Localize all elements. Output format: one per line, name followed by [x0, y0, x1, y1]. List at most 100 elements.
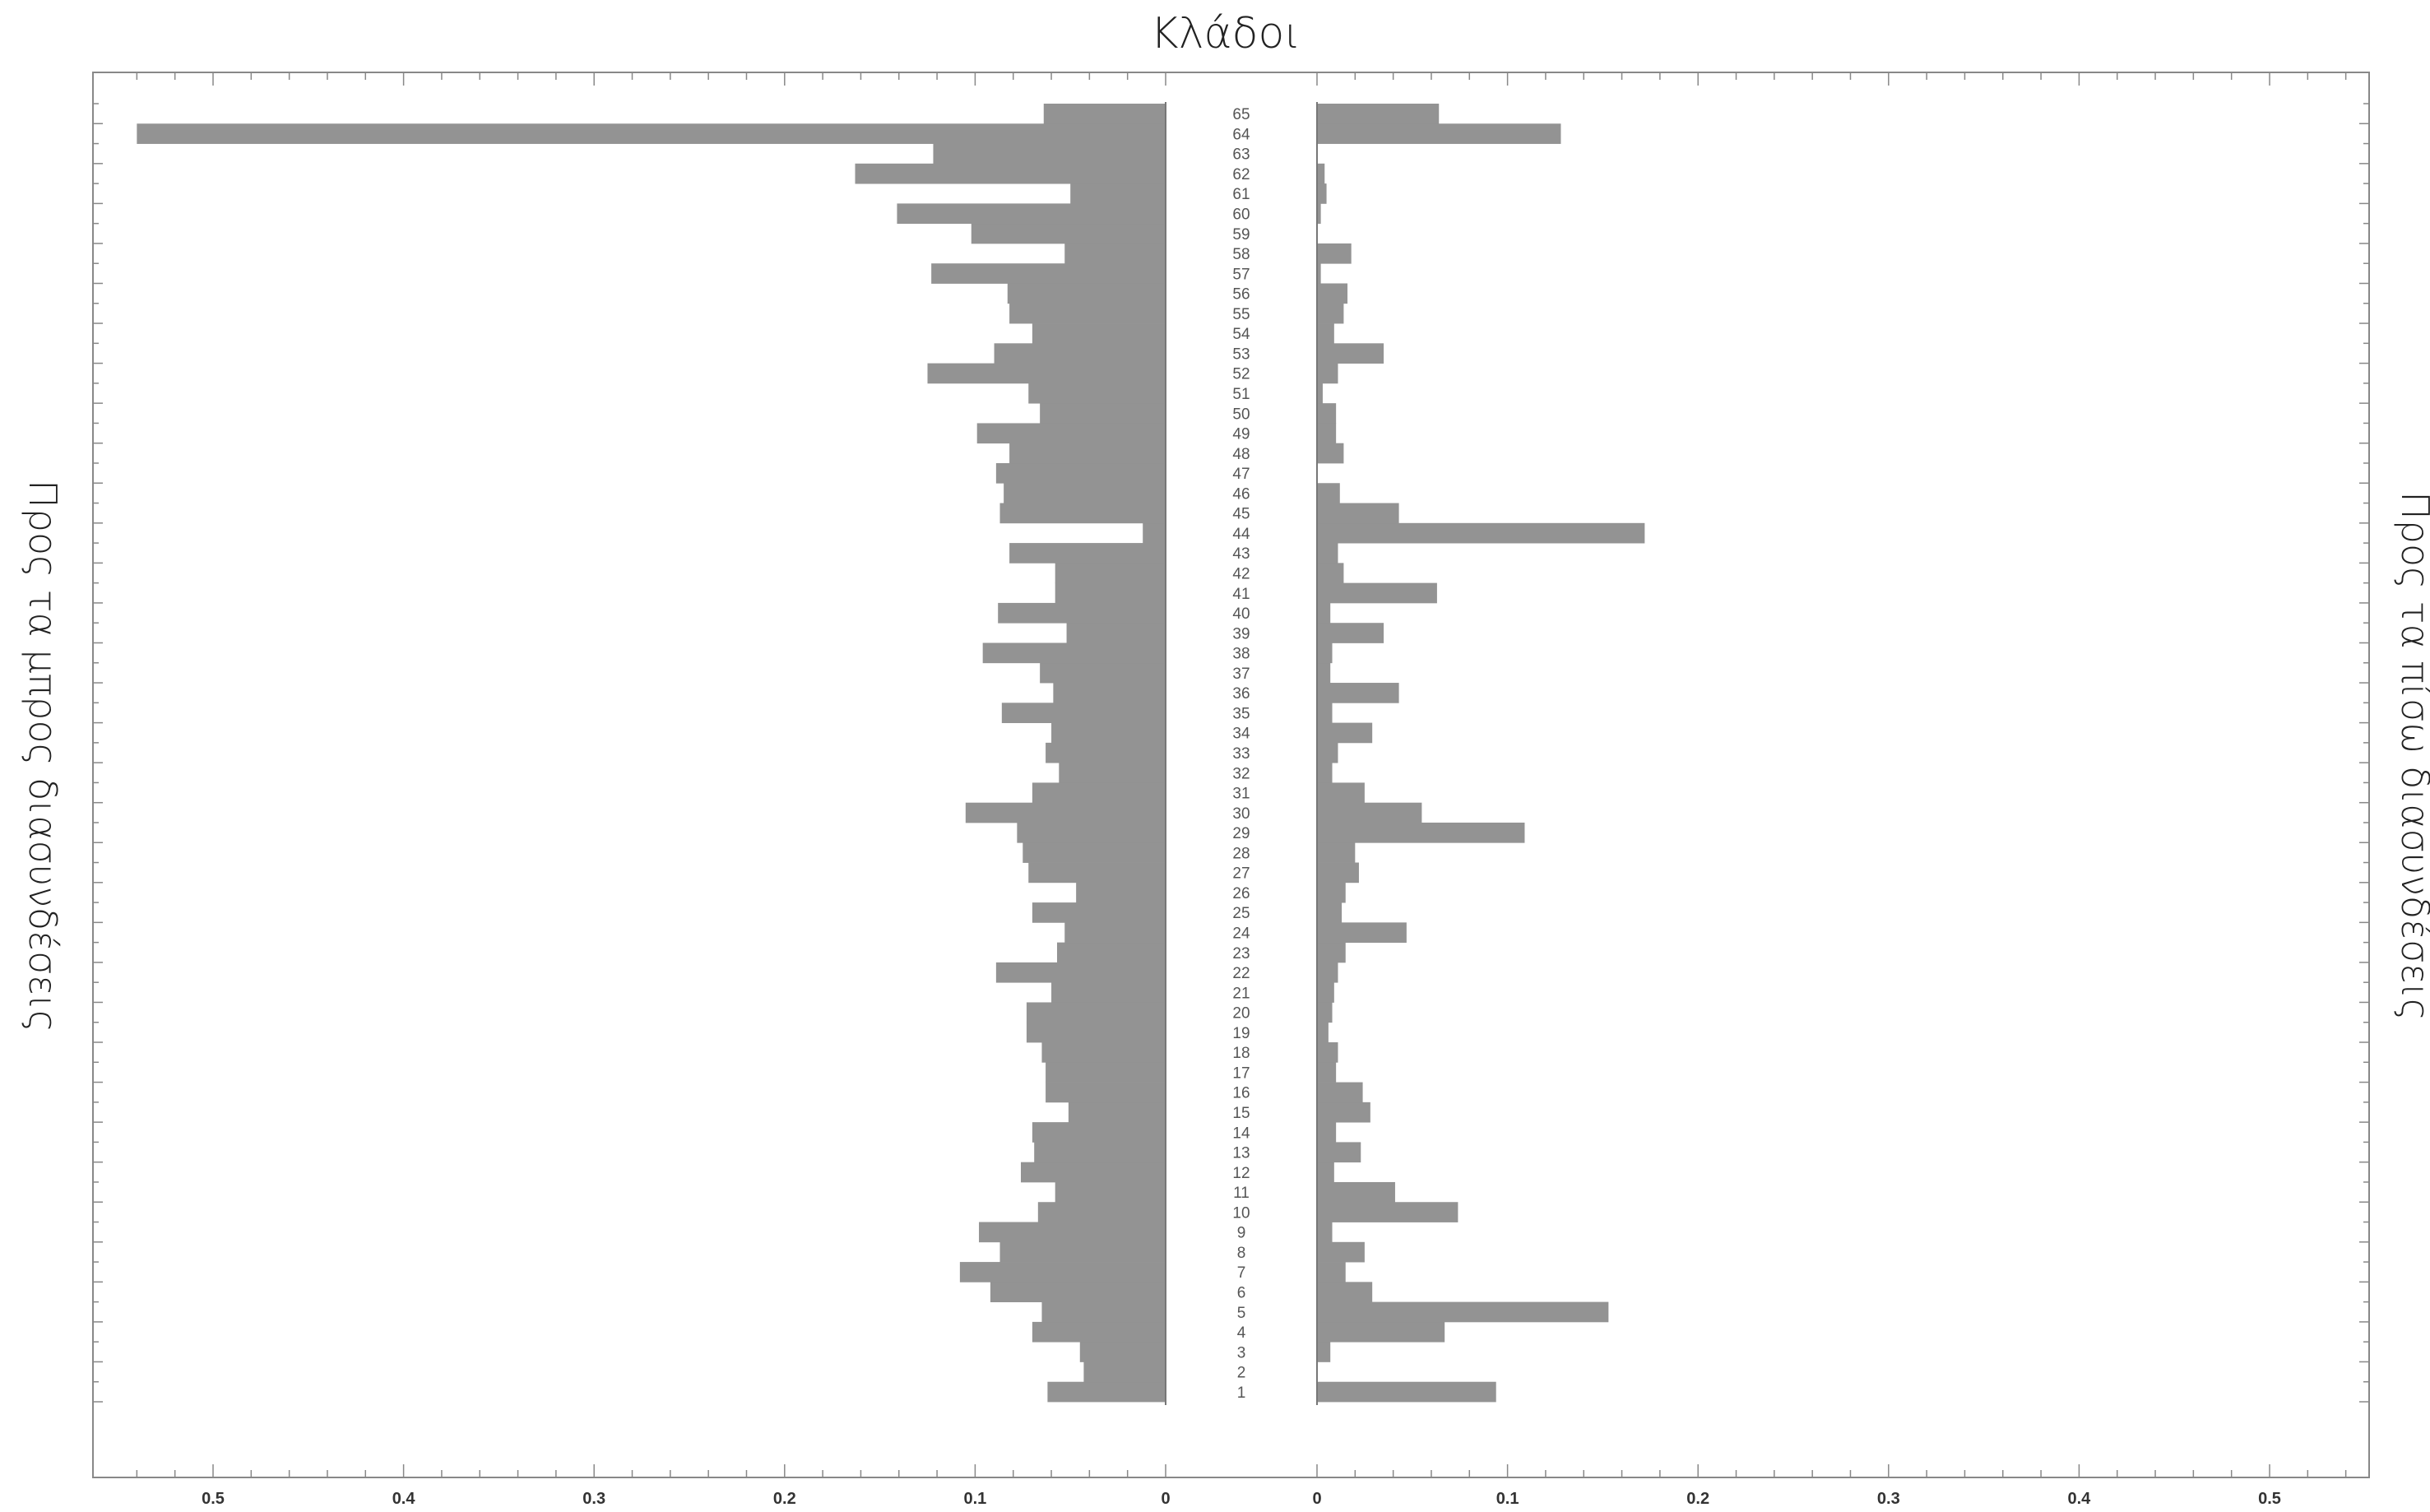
branch-label-58: 58 [1232, 246, 1250, 263]
right-bar-25 [1317, 902, 1343, 923]
left-bar-62 [855, 163, 1166, 184]
left-bar-59 [971, 223, 1166, 244]
left-bar-6 [990, 1282, 1166, 1303]
left-bar-50 [1040, 403, 1166, 424]
left-bar-20 [1026, 1002, 1166, 1023]
right-bar-22 [1317, 962, 1338, 983]
left-bar-40 [998, 602, 1166, 624]
left-bar-2 [1083, 1361, 1166, 1383]
left-bar-52 [927, 363, 1166, 384]
right-bar-33 [1317, 742, 1338, 763]
right-bar-32 [1317, 763, 1333, 783]
left-bar-54 [1032, 323, 1166, 344]
right-bar-53 [1317, 343, 1384, 364]
left-bar-12 [1020, 1162, 1166, 1183]
branch-label-56: 56 [1232, 286, 1250, 304]
left-bar-22 [995, 962, 1166, 983]
branch-label-23: 23 [1232, 945, 1250, 962]
left-bar-26 [1076, 882, 1166, 903]
right-bar-40 [1317, 602, 1331, 624]
right-bar-13 [1317, 1142, 1361, 1163]
left-bar-4 [1032, 1321, 1166, 1343]
left-bar-27 [1028, 862, 1166, 884]
right-bar-56 [1317, 283, 1348, 304]
left-bar-48 [1009, 443, 1166, 464]
right-bar-50 [1317, 403, 1337, 424]
branch-label-12: 12 [1232, 1165, 1250, 1182]
left-bar-5 [1041, 1301, 1166, 1323]
right-x-tick-label-0.1: 0.1 [1496, 1490, 1519, 1508]
right-bar-1 [1317, 1381, 1496, 1403]
right-bar-48 [1317, 443, 1344, 464]
branch-label-24: 24 [1232, 925, 1250, 942]
branch-label-39: 39 [1232, 625, 1250, 642]
left-bar-43 [1009, 543, 1166, 564]
left-bar-23 [1056, 942, 1166, 963]
branch-label-37: 37 [1232, 666, 1250, 683]
branch-label-54: 54 [1232, 326, 1250, 343]
left-bar-3 [1079, 1342, 1166, 1362]
left-bar-31 [1032, 782, 1166, 804]
right-bar-54 [1317, 323, 1334, 344]
branch-label-43: 43 [1232, 545, 1250, 563]
branch-label-19: 19 [1232, 1025, 1250, 1042]
branch-label-35: 35 [1232, 705, 1250, 722]
left-y-axis [93, 103, 103, 1403]
branch-label-13: 13 [1232, 1145, 1250, 1162]
left-bar-29 [1017, 822, 1166, 843]
right-x-axis: 0 0.1 0.2 0.3 0.4 0.5 [1312, 72, 2347, 1508]
right-bar-49 [1317, 423, 1337, 444]
right-bar-64 [1317, 123, 1561, 144]
right-x-tick-label-0.2: 0.2 [1686, 1490, 1709, 1508]
left-bar-14 [1032, 1122, 1166, 1143]
branch-label-48: 48 [1232, 446, 1250, 463]
branch-label-34: 34 [1232, 726, 1250, 743]
right-bar-7 [1317, 1262, 1346, 1282]
right-bar-23 [1317, 942, 1346, 963]
left-bar-1 [1047, 1381, 1166, 1403]
branch-label-44: 44 [1232, 526, 1250, 543]
branch-label-16: 16 [1232, 1085, 1250, 1102]
left-bar-19 [1026, 1022, 1166, 1043]
left-bar-61 [1070, 183, 1166, 204]
right-bar-37 [1317, 662, 1331, 684]
branch-label-1: 1 [1237, 1384, 1246, 1402]
left-bar-47 [995, 462, 1166, 484]
right-bar-3 [1317, 1342, 1331, 1362]
branch-label-32: 32 [1232, 765, 1250, 782]
right-bar-43 [1317, 543, 1338, 564]
left-bar-30 [965, 802, 1166, 823]
left-bar-15 [1068, 1102, 1166, 1123]
left-bar-64 [137, 123, 1166, 144]
branch-label-6: 6 [1237, 1284, 1246, 1301]
branch-label-42: 42 [1232, 566, 1250, 583]
branch-label-26: 26 [1232, 885, 1250, 902]
right-bar-35 [1317, 703, 1333, 723]
right-bar-4 [1317, 1321, 1445, 1343]
right-bar-19 [1317, 1022, 1329, 1043]
left-bar-7 [959, 1262, 1166, 1282]
branch-label-46: 46 [1232, 485, 1250, 503]
right-bar-52 [1317, 363, 1338, 384]
left-bar-9 [979, 1222, 1166, 1243]
right-bar-14 [1317, 1122, 1337, 1143]
branch-label-40: 40 [1232, 605, 1250, 623]
branch-label-7: 7 [1237, 1264, 1246, 1282]
left-bar-63 [933, 143, 1166, 165]
right-bar-24 [1317, 922, 1407, 944]
left-bar-41 [1055, 582, 1166, 604]
left-bar-24 [1064, 922, 1166, 944]
branch-label-17: 17 [1232, 1064, 1250, 1082]
right-bar-21 [1317, 982, 1334, 1003]
right-bar-39 [1317, 623, 1384, 643]
right-bar-11 [1317, 1181, 1395, 1203]
right-bar-60 [1317, 203, 1321, 225]
left-bar-45 [999, 503, 1166, 524]
branch-label-11: 11 [1233, 1185, 1250, 1202]
left-x-tick-label-0.2: 0.2 [773, 1490, 796, 1508]
branch-label-36: 36 [1232, 685, 1250, 703]
branch-label-31: 31 [1232, 786, 1250, 803]
branch-label-25: 25 [1232, 905, 1250, 922]
branch-label-49: 49 [1232, 426, 1250, 443]
left-bar-39 [1066, 623, 1166, 643]
